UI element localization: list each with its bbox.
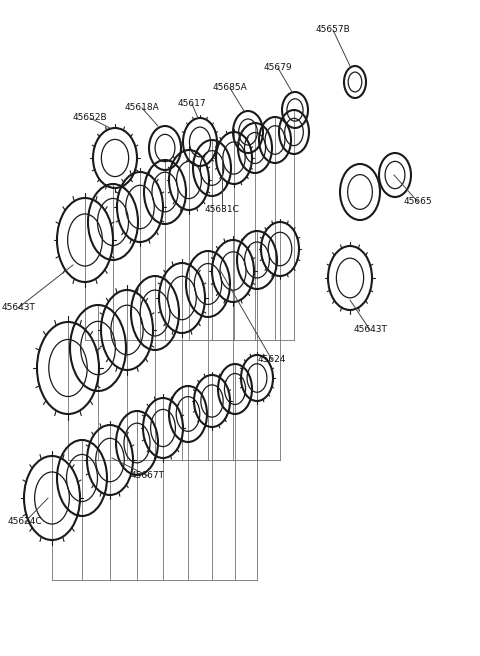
Text: 45617: 45617 [178, 100, 206, 108]
Text: 45667T: 45667T [131, 472, 165, 480]
Text: 45643T: 45643T [1, 304, 35, 312]
Text: 45665: 45665 [404, 197, 432, 207]
Text: 45631C: 45631C [204, 205, 240, 215]
Text: 45685A: 45685A [213, 83, 247, 92]
Text: 45652B: 45652B [72, 113, 108, 123]
Text: 45643T: 45643T [353, 325, 387, 335]
Text: 45624C: 45624C [8, 518, 42, 527]
Text: 45657B: 45657B [316, 26, 350, 35]
Text: 45624: 45624 [258, 356, 286, 365]
Text: 45618A: 45618A [125, 104, 159, 112]
Text: 45679: 45679 [264, 64, 292, 73]
